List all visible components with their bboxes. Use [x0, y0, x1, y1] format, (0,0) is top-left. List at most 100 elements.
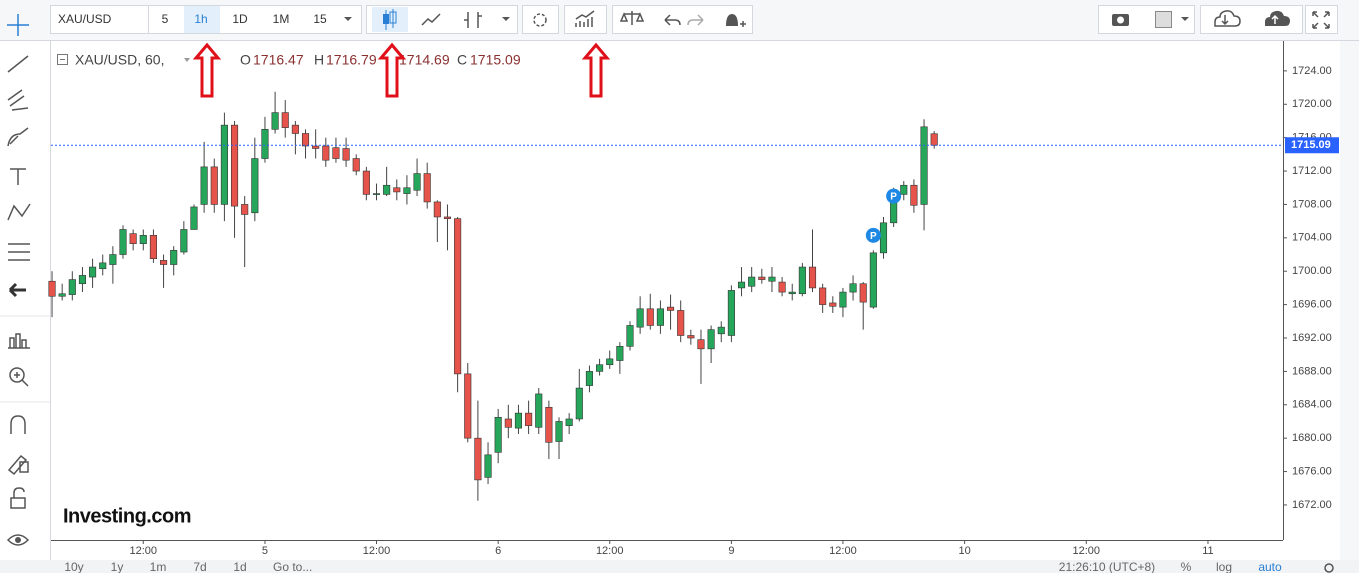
- interval[interactable]: 1D: [232, 12, 248, 26]
- candle: [717, 321, 725, 343]
- candle: [707, 325, 715, 364]
- candle-body: [829, 302, 837, 307]
- undo-icon[interactable]: [664, 14, 681, 26]
- price-label-bg: [1285, 137, 1339, 154]
- marker: [886, 188, 902, 204]
- candle: [768, 267, 776, 293]
- brush-icon[interactable]: [7, 127, 29, 147]
- legend-dropdown[interactable]: [184, 58, 190, 62]
- candle-body: [230, 124, 239, 207]
- candle: [261, 116, 269, 163]
- scale-option[interactable]: log: [1216, 560, 1232, 573]
- candle: [585, 365, 593, 393]
- crosshair-icon[interactable]: [7, 14, 29, 36]
- candle-body: [68, 279, 76, 295]
- line-icon[interactable]: [421, 13, 441, 26]
- redo-icon[interactable]: [687, 14, 704, 26]
- candle-body: [190, 206, 198, 230]
- unlock-icon[interactable]: [10, 487, 26, 509]
- candle: [372, 183, 381, 201]
- interval[interactable]: 5: [162, 12, 169, 26]
- alert-icon[interactable]: [726, 14, 738, 26]
- candle-body: [443, 216, 452, 219]
- lock-drawing-icon[interactable]: [7, 454, 29, 476]
- symbol-box[interactable]: [50, 5, 149, 34]
- candle: [291, 120, 299, 155]
- candle-body: [180, 229, 188, 253]
- candle-body: [332, 147, 340, 159]
- candle-body: [129, 233, 137, 244]
- range-button[interactable]: 7d: [193, 560, 206, 573]
- indicators-button[interactable]: [564, 5, 607, 34]
- candle: [565, 413, 573, 434]
- candle: [778, 277, 786, 297]
- candle: [859, 282, 867, 330]
- cloud-download-icon[interactable]: [1214, 10, 1241, 27]
- candle-body: [423, 173, 431, 203]
- alert-plus: [740, 21, 746, 27]
- ohlc-value: 1716.79: [326, 52, 377, 68]
- candle: [119, 225, 127, 259]
- candle: [220, 112, 228, 222]
- candle: [58, 283, 66, 301]
- interval[interactable]: 1h: [194, 12, 207, 26]
- dropdown-icon[interactable]: [502, 17, 510, 21]
- fib-icon[interactable]: [7, 89, 29, 111]
- candle-body: [575, 387, 583, 420]
- y-tick-label: 1700.00: [1292, 265, 1332, 277]
- compare-icon[interactable]: [619, 11, 645, 25]
- candle: [433, 200, 441, 243]
- candle: [849, 275, 857, 301]
- prediction-icon[interactable]: [8, 243, 30, 261]
- range-button[interactable]: 10y: [64, 560, 83, 573]
- camera-lens: [1117, 16, 1124, 24]
- y-tick-label: 1676.00: [1292, 465, 1332, 477]
- candle-body: [910, 184, 918, 206]
- dropdown-icon[interactable]: [344, 17, 352, 21]
- candles-icon[interactable]: [383, 9, 397, 30]
- candle: [332, 137, 340, 163]
- candle: [869, 250, 877, 309]
- candle-body: [849, 283, 857, 293]
- candle-body: [494, 416, 502, 453]
- candle-body: [413, 173, 421, 191]
- eye-icon[interactable]: [6, 534, 30, 546]
- bottom-bar: 10y 1y 1m 7d 1d Go to... 21:26:10 (UTC+8…: [0, 560, 1359, 573]
- right-strip: [1340, 41, 1359, 560]
- trendline-icon[interactable]: [7, 55, 29, 73]
- candle: [575, 368, 583, 422]
- range-button[interactable]: 1y: [111, 560, 124, 573]
- candle: [200, 141, 208, 213]
- hide-panel-icon[interactable]: [8, 282, 26, 298]
- dropdown-icon[interactable]: [1181, 17, 1189, 21]
- interval[interactable]: 1M: [273, 12, 290, 26]
- settings-button[interactable]: [522, 5, 559, 34]
- settings-icon[interactable]: [1324, 563, 1334, 573]
- ohlc-value: 1715.09: [470, 52, 521, 68]
- zoom-icon[interactable]: [9, 367, 25, 383]
- magnet-icon[interactable]: [10, 415, 26, 434]
- candle-body: [697, 339, 705, 350]
- candle: [839, 287, 847, 318]
- candle-body: [606, 358, 614, 366]
- interval-group: [148, 5, 362, 34]
- goto-button[interactable]: Go to...: [273, 560, 312, 573]
- range-button[interactable]: 1m: [150, 560, 167, 573]
- candle: [403, 175, 411, 205]
- scale-option[interactable]: auto: [1258, 560, 1282, 573]
- interval[interactable]: 15: [313, 12, 327, 26]
- candle: [464, 363, 472, 443]
- marker-label: P: [870, 231, 877, 242]
- candle-body: [869, 252, 877, 308]
- color-box[interactable]: [1155, 11, 1172, 28]
- pattern-icon[interactable]: [7, 203, 31, 221]
- text-icon[interactable]: [10, 168, 26, 185]
- measure-icon[interactable]: [8, 333, 30, 349]
- candle: [626, 321, 634, 351]
- interval-selected: [184, 6, 220, 33]
- bars-icon[interactable]: [464, 12, 482, 28]
- scale-option[interactable]: %: [1181, 560, 1192, 573]
- range-button[interactable]: 1d: [233, 560, 246, 573]
- fullscreen-button[interactable]: [1305, 5, 1338, 34]
- candle: [504, 404, 512, 439]
